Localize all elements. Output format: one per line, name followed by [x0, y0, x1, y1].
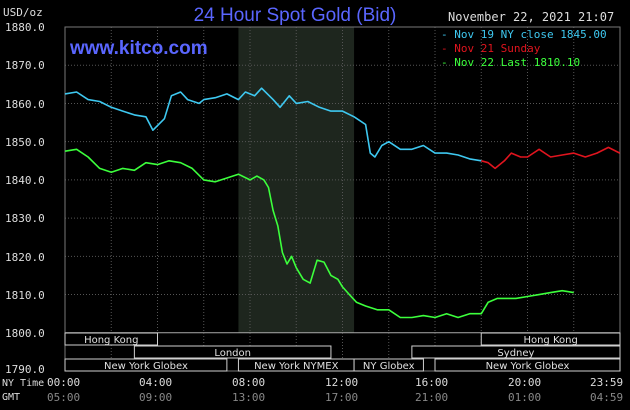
legend-entry-red: - Nov 21 Sunday: [441, 42, 541, 55]
timestamp: November 22, 2021 21:07: [448, 10, 615, 24]
session-label: New York NYMEX: [254, 361, 339, 372]
y-tick-label: 1830.0: [5, 212, 45, 225]
session-box: [411, 345, 621, 359]
session-box: [64, 332, 158, 346]
x-gmt-tick-label: 01:00: [508, 391, 542, 404]
session-box: [480, 332, 621, 346]
legend: - Nov 19 NY close 1845.00 - Nov 21 Sunda…: [441, 28, 607, 70]
chart-title: 24 Hour Spot Gold (Bid): [193, 5, 397, 26]
x-gmt-tick-label: 09:00: [139, 391, 173, 404]
legend-entry-green: - Nov 22 Last 1810.10: [441, 56, 581, 69]
ny-time-label: NY Time: [2, 378, 45, 389]
legend-label-red: Nov 21 Sunday: [454, 42, 541, 55]
gmt-label: GMT: [2, 392, 21, 403]
x-ny-tick-label: 00:00: [47, 376, 81, 389]
session-box: [434, 358, 621, 372]
site-url: www.kitco.com: [70, 38, 208, 59]
session-label: Hong Kong: [523, 335, 577, 346]
x-ny-tick-label: 04:00: [139, 376, 173, 389]
session-label: New York Globex: [486, 361, 570, 372]
market-session-boxes: Hong Kong Hong Kong London Sydney New York G…: [64, 332, 621, 372]
session-label: NY Globex: [363, 361, 415, 372]
session-label: London: [214, 348, 251, 359]
x-ny-tick-label: 16:00: [415, 376, 449, 389]
session-box: [64, 358, 228, 372]
x-gmt-tick-label: 04:59: [590, 391, 624, 404]
x-ny-tick-label: 12:00: [325, 376, 359, 389]
session-box: [353, 358, 424, 372]
session-label: New York Globex: [104, 361, 188, 372]
x-gmt-tick-label: 13:00: [232, 391, 266, 404]
series-line-1: [481, 146, 621, 170]
y-tick-label: 1880.0: [5, 21, 45, 34]
y-tick-label: 1800.0: [5, 327, 45, 340]
y-tick-label: 1810.0: [5, 289, 45, 302]
series-line-0: [64, 87, 482, 162]
legend-label-blue: Nov 19 NY close 1845.00: [454, 28, 607, 41]
x-ny-tick-label: 23:59: [590, 376, 624, 389]
session-box: [133, 345, 332, 359]
x-gmt-tick-label: 17:00: [325, 391, 359, 404]
x-gmt-tick-label: 05:00: [47, 391, 81, 404]
x-ny-tick-label: 20:00: [508, 376, 542, 389]
x-gmt-tick-label: 21:00: [415, 391, 449, 404]
y-tick-label: 1820.0: [5, 251, 45, 264]
series-line-2: [64, 148, 574, 319]
y-tick-label: 1870.0: [5, 59, 45, 72]
session-label: Sydney: [497, 348, 534, 359]
legend-entry-blue: - Nov 19 NY close 1845.00: [441, 28, 607, 41]
unit-label: USD/oz: [3, 6, 43, 19]
legend-label-green: Nov 22 Last 1810.10: [454, 56, 581, 69]
x-ny-tick-label: 08:00: [232, 376, 266, 389]
y-tick-label: 1850.0: [5, 136, 45, 149]
series-lines: [64, 87, 621, 319]
y-tick-label: 1860.0: [5, 98, 45, 111]
y-tick-label: 1790.0: [5, 363, 45, 376]
y-tick-label: 1840.0: [5, 174, 45, 187]
session-label: Hong Kong: [84, 335, 138, 346]
